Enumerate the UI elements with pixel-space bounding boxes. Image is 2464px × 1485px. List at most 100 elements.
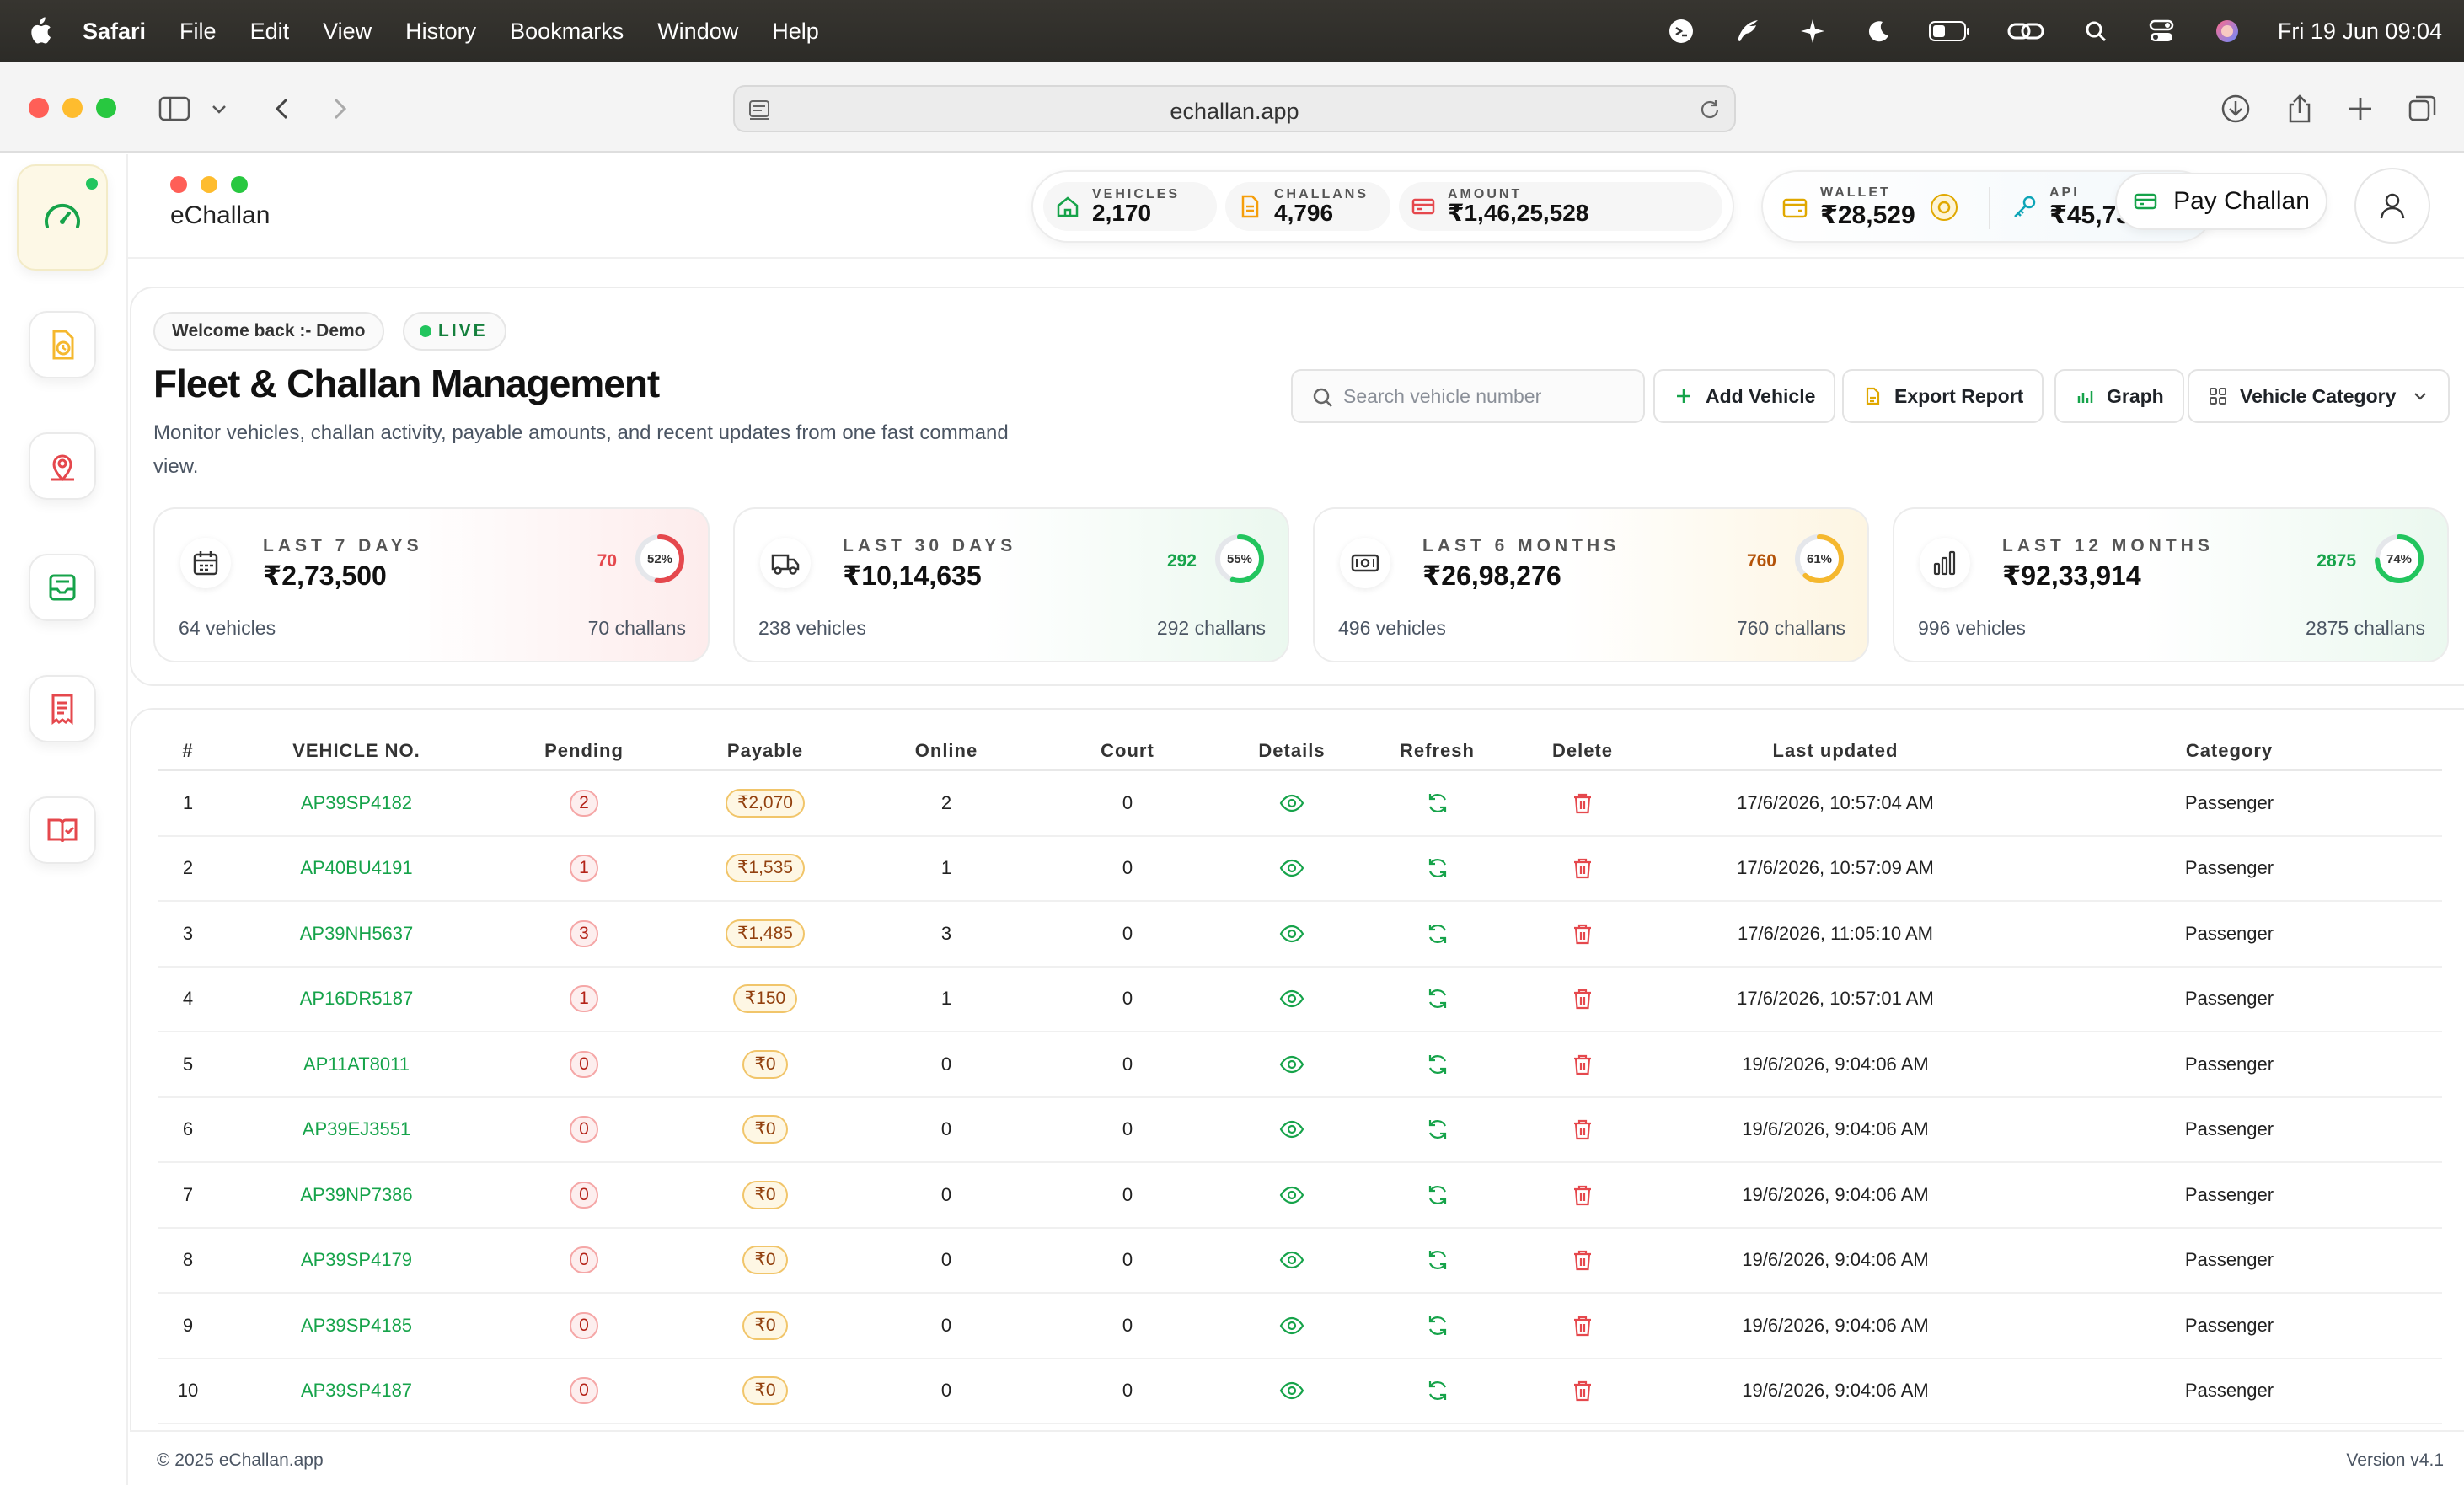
- col-last-updated[interactable]: Last updated: [1654, 732, 2017, 771]
- download-icon[interactable]: [2220, 93, 2252, 125]
- apple-icon[interactable]: [27, 17, 52, 46]
- status-app-icon[interactable]: [1666, 16, 1696, 46]
- vehicle-number-link[interactable]: AP39SP4185: [217, 1293, 495, 1359]
- kpi-card-6-months[interactable]: LAST 6 MONTHS ₹26,98,276 760 61% 496 veh…: [1313, 507, 1869, 662]
- trash-icon[interactable]: [1570, 1053, 1595, 1075]
- close-window-button[interactable]: [29, 98, 49, 118]
- eye-icon[interactable]: [1279, 1248, 1304, 1269]
- kpi-card-12-months[interactable]: LAST 12 MONTHS ₹92,33,914 2875 74% 996 v…: [1893, 507, 2449, 662]
- table-row[interactable]: 5 AP11AT8011 0 ₹0 0 0 19/6/2026, 9:04:06 AM Pas…: [158, 1032, 2442, 1098]
- table-row[interactable]: 3 AP39NH5637 3 ₹1,485 3 0 17/6/2026, 11:05:10 …: [158, 901, 2442, 968]
- sidebar-item-reports[interactable]: [29, 675, 96, 742]
- moon-icon[interactable]: [1863, 16, 1894, 46]
- trash-icon[interactable]: [1570, 1314, 1595, 1336]
- refresh-icon[interactable]: [1425, 1379, 1450, 1401]
- refresh-icon[interactable]: [1425, 791, 1450, 812]
- url-text[interactable]: echallan.app: [1170, 99, 1299, 124]
- menu-app-name[interactable]: Safari: [83, 18, 147, 44]
- link-icon[interactable]: [2006, 16, 2045, 46]
- table-row[interactable]: 4 AP16DR5187 1 ₹150 1 0 17/6/2026, 10:57:01 AM…: [158, 966, 2442, 1032]
- address-bar[interactable]: echallan.app: [733, 85, 1736, 132]
- battery-icon[interactable]: [1928, 16, 1971, 46]
- refresh-icon[interactable]: [1425, 987, 1450, 1009]
- col-index[interactable]: #: [158, 732, 217, 771]
- tab-overview-icon[interactable]: [2407, 93, 2439, 125]
- col-pending[interactable]: Pending: [495, 732, 672, 771]
- page-settings-icon[interactable]: [747, 97, 772, 122]
- trash-icon[interactable]: [1570, 1118, 1595, 1140]
- menu-window[interactable]: Window: [657, 18, 739, 44]
- vehicle-number-link[interactable]: AP39SP4182: [217, 770, 495, 837]
- zoom-window-button[interactable]: [96, 98, 116, 118]
- eye-icon[interactable]: [1279, 1183, 1304, 1204]
- refresh-icon[interactable]: [1425, 1248, 1450, 1270]
- vehicle-search[interactable]: [1291, 369, 1645, 423]
- eye-icon[interactable]: [1279, 791, 1304, 812]
- refresh-icon[interactable]: [1425, 1314, 1450, 1335]
- menu-help[interactable]: Help: [772, 18, 819, 44]
- graph-button[interactable]: Graph: [2054, 369, 2184, 423]
- user-avatar-button[interactable]: [2354, 168, 2430, 244]
- col-vehicle-no[interactable]: VEHICLE NO.: [217, 732, 495, 771]
- vehicle-number-link[interactable]: AP39EJ3551: [217, 1096, 495, 1163]
- chevron-down-icon[interactable]: [209, 93, 229, 125]
- refresh-icon[interactable]: [1425, 1053, 1450, 1074]
- eye-icon[interactable]: [1279, 1379, 1304, 1400]
- trash-icon[interactable]: [1570, 1183, 1595, 1205]
- pay-challan-button[interactable]: Pay Challan: [2115, 173, 2327, 230]
- menu-view[interactable]: View: [323, 18, 372, 44]
- menu-edit[interactable]: Edit: [249, 18, 290, 44]
- sidebar-item-locations[interactable]: [29, 432, 96, 500]
- siri-icon[interactable]: [2212, 16, 2242, 46]
- eye-icon[interactable]: [1279, 856, 1304, 877]
- table-row[interactable]: 7 AP39NP7386 0 ₹0 0 0 19/6/2026, 9:04:06 AM Pas…: [158, 1162, 2442, 1229]
- vehicle-number-link[interactable]: AP39NH5637: [217, 901, 495, 968]
- table-row[interactable]: 1 AP39SP4182 2 ₹2,070 2 0 17/6/2026, 10:57:04 …: [158, 770, 2442, 837]
- add-vehicle-button[interactable]: Add Vehicle: [1653, 369, 1836, 423]
- col-payable[interactable]: Payable: [672, 732, 858, 771]
- wallet-add-icon[interactable]: [1929, 192, 1959, 222]
- refresh-icon[interactable]: [1425, 856, 1450, 878]
- table-row[interactable]: 6 AP39EJ3551 0 ₹0 0 0 19/6/2026, 9:04:06 AM Pas…: [158, 1096, 2442, 1163]
- table-row[interactable]: 9 AP39SP4185 0 ₹0 0 0 19/6/2026, 9:04:06 AM Pas…: [158, 1293, 2442, 1359]
- minimize-window-button[interactable]: [62, 98, 83, 118]
- vehicle-number-link[interactable]: AP39SP4179: [217, 1227, 495, 1294]
- control-center-icon[interactable]: [2146, 16, 2177, 46]
- eye-icon[interactable]: [1279, 1053, 1304, 1074]
- back-icon[interactable]: [266, 93, 298, 125]
- sidebar-item-challans[interactable]: [29, 311, 96, 378]
- table-row[interactable]: 10 AP39SP4187 0 ₹0 0 0 19/6/2026, 9:04:06 AM Pa…: [158, 1358, 2442, 1424]
- reload-icon[interactable]: [1697, 97, 1722, 122]
- eye-icon[interactable]: [1279, 1314, 1304, 1335]
- spotlight-search-icon[interactable]: [2081, 16, 2111, 46]
- trash-icon[interactable]: [1570, 791, 1595, 813]
- search-input[interactable]: [1343, 379, 1630, 413]
- kpi-card-30-days[interactable]: LAST 30 DAYS ₹10,14,635 292 55% 238 vehi…: [733, 507, 1289, 662]
- sparkle-icon[interactable]: [1797, 16, 1828, 46]
- export-report-button[interactable]: Export Report: [1842, 369, 2044, 423]
- table-row[interactable]: 2 AP40BU4191 1 ₹1,535 1 0 17/6/2026, 10:57:09 …: [158, 835, 2442, 902]
- forward-icon[interactable]: [324, 93, 356, 125]
- vehicle-number-link[interactable]: AP40BU4191: [217, 835, 495, 902]
- col-online[interactable]: Online: [858, 732, 1035, 771]
- menu-history[interactable]: History: [405, 18, 477, 44]
- vehicle-number-link[interactable]: AP16DR5187: [217, 966, 495, 1032]
- vehicle-number-link[interactable]: AP39SP4187: [217, 1358, 495, 1424]
- eye-icon[interactable]: [1279, 922, 1304, 943]
- share-icon[interactable]: [2284, 93, 2316, 125]
- vehicle-category-dropdown[interactable]: Vehicle Category: [2188, 369, 2451, 423]
- eye-icon[interactable]: [1279, 1118, 1304, 1139]
- eye-icon[interactable]: [1279, 987, 1304, 1008]
- sidebar-toggle-icon[interactable]: [158, 93, 190, 125]
- trash-icon[interactable]: [1570, 922, 1595, 944]
- trash-icon[interactable]: [1570, 987, 1595, 1010]
- table-row[interactable]: 8 AP39SP4179 0 ₹0 0 0 19/6/2026, 9:04:06 AM Pas…: [158, 1227, 2442, 1294]
- menu-clock[interactable]: Fri 19 Jun 09:04: [2277, 18, 2442, 44]
- refresh-icon[interactable]: [1425, 1183, 1450, 1204]
- refresh-icon[interactable]: [1425, 1118, 1450, 1139]
- sidebar-item-guide[interactable]: [29, 796, 96, 864]
- trash-icon[interactable]: [1570, 856, 1595, 879]
- sidebar-item-inbox[interactable]: [29, 554, 96, 621]
- refresh-icon[interactable]: [1425, 922, 1450, 943]
- col-category[interactable]: Category: [2017, 732, 2442, 771]
